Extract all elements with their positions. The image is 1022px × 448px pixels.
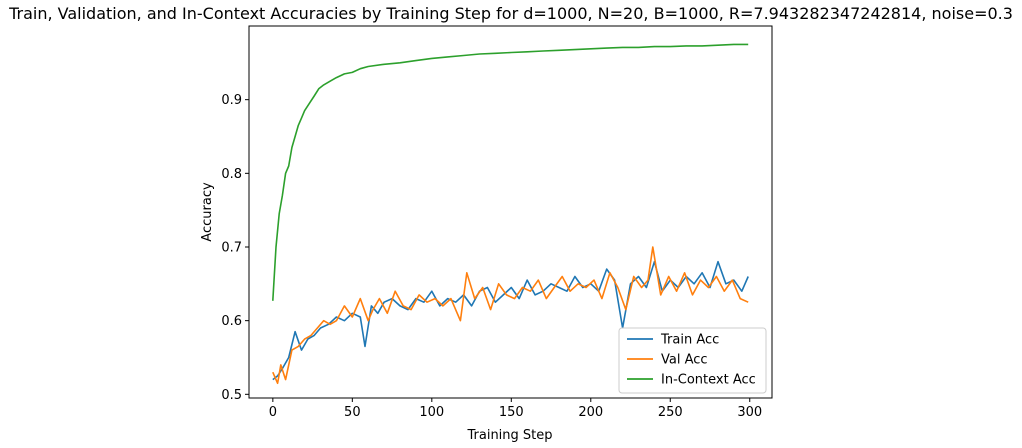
x-tick-label: 50 <box>344 405 361 420</box>
x-tick-label: 250 <box>658 405 683 420</box>
x-tick-label: 100 <box>419 405 444 420</box>
x-tick-label: 150 <box>499 405 524 420</box>
y-tick-label: 0.7 <box>221 240 242 255</box>
x-axis: 0 50 100 150 200 250 300 <box>269 398 762 420</box>
series-line-1 <box>272 246 749 385</box>
y-tick-label: 0.9 <box>221 93 242 108</box>
y-tick-label: 0.5 <box>221 388 242 403</box>
y-axis-label: Accuracy <box>200 182 215 242</box>
plot-area <box>248 25 773 399</box>
series-line-0 <box>272 260 749 381</box>
legend-label: Train Acc <box>660 333 719 348</box>
y-axis: 0.5 0.6 0.7 0.8 0.9 <box>221 93 249 403</box>
x-axis-label: Training Step <box>466 428 552 443</box>
x-tick-label: 300 <box>737 405 762 420</box>
x-tick-label: 0 <box>269 405 277 420</box>
y-tick-label: 0.8 <box>221 167 242 182</box>
series-line-2 <box>272 43 749 301</box>
y-tick-label: 0.6 <box>221 314 242 329</box>
series-group <box>272 43 749 385</box>
legend-label: Val Acc <box>661 353 708 368</box>
legend: Train Acc Val Acc In-Context Acc <box>618 327 767 394</box>
legend-box <box>618 327 767 394</box>
chart-title: Train, Validation, and In-Context Accura… <box>8 4 1013 23</box>
x-tick-label: 200 <box>578 405 603 420</box>
legend-label: In-Context Acc <box>661 373 756 388</box>
